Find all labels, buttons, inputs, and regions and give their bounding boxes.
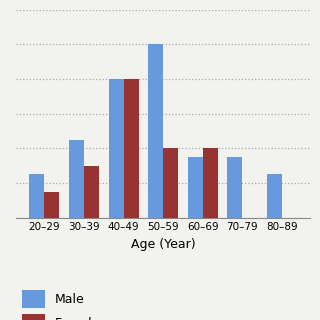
Bar [188,157,203,218]
Legend: Male, Female: Male, Female [22,291,100,320]
Bar [124,79,139,218]
Bar [29,174,44,218]
Bar [69,140,84,218]
Bar [84,166,99,218]
Bar [203,148,218,218]
Bar [227,157,242,218]
X-axis label: Age (Year): Age (Year) [131,238,196,251]
Bar [163,148,178,218]
Bar [44,192,60,218]
Bar [148,44,163,218]
Bar [267,174,282,218]
Bar [108,79,124,218]
